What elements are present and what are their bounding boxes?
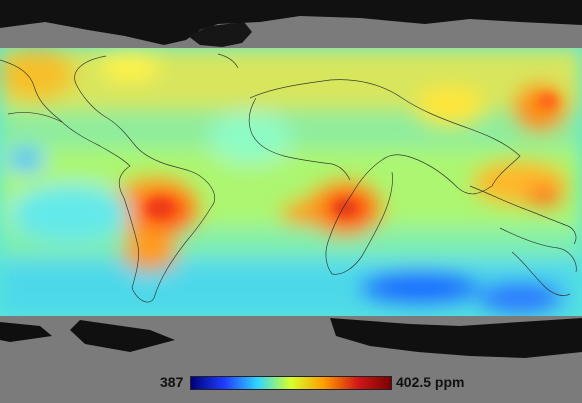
- legend-max-label: 402.5 ppm: [396, 374, 465, 390]
- co2-concentration-layer: [0, 48, 582, 316]
- color-legend: 387 402.5 ppm: [0, 368, 582, 398]
- legend-min-label: 387: [160, 374, 184, 390]
- legend-color-bar: [190, 376, 392, 390]
